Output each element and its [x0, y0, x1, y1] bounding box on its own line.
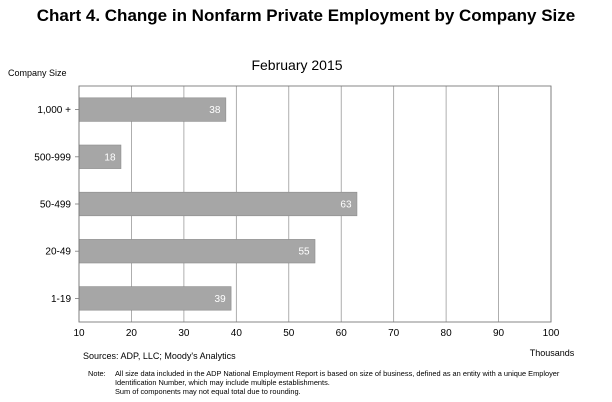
chart-subtitle: February 2015: [251, 57, 342, 73]
x-tick-label: 70: [388, 328, 400, 339]
data-label: 63: [340, 200, 352, 211]
note-label: Note:: [88, 369, 106, 378]
y-tick-label: 1-19: [51, 294, 71, 305]
data-label: 39: [215, 294, 227, 305]
y-tick-label: 20-49: [45, 247, 71, 258]
data-label: 55: [298, 247, 310, 258]
note-line: Sum of components may not equal total du…: [115, 387, 301, 396]
bar: [78, 191, 358, 217]
x-tick-label: 50: [283, 328, 295, 339]
x-tick-label: 90: [493, 328, 505, 339]
chart-title: Chart 4. Change in Nonfarm Private Emplo…: [36, 6, 576, 25]
x-tick-label: 30: [178, 328, 190, 339]
bar: [78, 239, 316, 264]
x-tick-label: 100: [543, 328, 560, 339]
x-tick-label: 60: [336, 328, 348, 339]
y-tick-label: 500-999: [34, 152, 71, 163]
sources-text: Sources: ADP, LLC; Moody's Analytics: [83, 351, 236, 361]
y-tick-label: 50-499: [40, 200, 72, 211]
x-tick-label: 40: [231, 328, 243, 339]
bar: [78, 97, 227, 122]
x-axis-label: Thousands: [530, 348, 575, 358]
bar: [78, 286, 232, 311]
x-tick-label: 20: [126, 328, 138, 339]
note-line: Identification Number, which may include…: [115, 378, 330, 387]
data-label: 18: [104, 152, 116, 163]
x-tick-label: 10: [73, 328, 85, 339]
note-line: All size data included in the ADP Nation…: [115, 369, 560, 378]
x-tick-label: 80: [441, 328, 453, 339]
note-body: All size data included in the ADP Nation…: [115, 369, 585, 396]
data-label: 38: [209, 105, 221, 116]
y-axis-label: Company Size: [8, 68, 67, 78]
y-tick-label: 1,000 +: [37, 105, 71, 116]
